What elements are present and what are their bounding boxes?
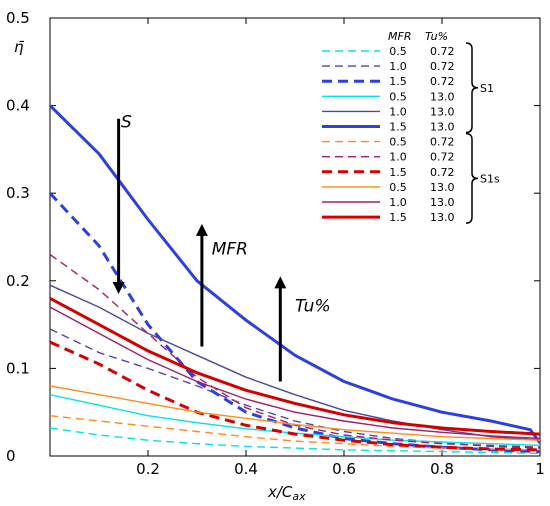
series-line-8 [49, 340, 541, 452]
legend-mfr-value: 0.5 [389, 181, 407, 194]
x-axis-title: x/Cax [267, 483, 306, 503]
annotation-label: Tu% [295, 296, 331, 316]
annotation-arrow-head [195, 223, 208, 236]
legend-tu-value: 13.0 [430, 196, 455, 209]
legend-mfr-value: 1.0 [389, 60, 407, 73]
legend-tu-value: 0.72 [430, 75, 455, 88]
x-tick-label: 1 [535, 460, 545, 478]
plot-frame [49, 17, 541, 457]
y-tick-label: 0.1 [6, 359, 30, 377]
series-line-7 [49, 253, 541, 448]
annotation-label: MFR [212, 240, 248, 260]
legend-mfr-value: 0.5 [389, 45, 407, 58]
y-axis-title: η̄ [14, 38, 25, 56]
legend-tu-value: 13.0 [430, 181, 455, 194]
x-tick-label: 0.4 [234, 460, 258, 478]
legend-tu-value: 13.0 [430, 105, 455, 118]
legend-group-brace [465, 42, 479, 134]
y-tick-label: 0 [6, 447, 16, 465]
legend-group-brace [465, 132, 479, 224]
legend-mfr-value: 0.5 [389, 136, 407, 149]
x-tick-label: 0.2 [136, 460, 160, 478]
y-tick-label: 0.5 [6, 9, 30, 27]
legend-mfr-value: 0.5 [389, 90, 407, 103]
series-line-10 [49, 306, 541, 440]
x-tick-label: 0.8 [430, 460, 454, 478]
series-line-6 [49, 415, 541, 451]
series-line-9 [49, 385, 541, 441]
legend-mfr-value: 1.5 [389, 75, 407, 88]
legend-tu-value: 13.0 [430, 90, 455, 103]
annotation-label: S [121, 113, 132, 133]
x-axis-title-main: x/C [267, 483, 293, 501]
legend-mfr-value: 1.5 [389, 121, 407, 134]
series-line-0 [49, 427, 541, 455]
legend-mfr-value: 1.5 [389, 166, 407, 179]
legend-header-mfr: MFR [388, 30, 411, 43]
series-line-5 [48, 104, 542, 444]
y-tick-label: 0.3 [6, 184, 30, 202]
legend-tu-value: 0.72 [430, 60, 455, 73]
series-line-1 [49, 328, 541, 449]
legend-tu-value: 13.0 [430, 121, 455, 134]
legend-tu-value: 0.72 [430, 136, 455, 149]
legend-tu-value: 0.72 [430, 45, 455, 58]
annotation-arrow-head [112, 281, 125, 294]
legend-mfr-value: 1.5 [389, 211, 407, 224]
series-line-4 [49, 284, 541, 441]
legend-tu-value: 13.0 [430, 211, 455, 224]
legend-mfr-value: 1.0 [389, 151, 407, 164]
x-tick-label: 0.6 [332, 460, 356, 478]
legend-group-label: S1s [480, 172, 500, 185]
y-tick-label: 0.4 [6, 97, 30, 115]
annotation-arrow-head [274, 276, 287, 289]
legend-header-tu: Tu% [425, 30, 448, 43]
legend-group-label: S1 [480, 82, 494, 95]
legend-tu-value: 0.72 [430, 166, 455, 179]
legend-mfr-value: 1.0 [389, 105, 407, 118]
y-tick-label: 0.2 [6, 272, 30, 290]
legend-tu-value: 0.72 [430, 151, 455, 164]
legend-mfr-value: 1.0 [389, 196, 407, 209]
series-line-11 [49, 296, 541, 436]
x-axis-title-sub: ax [292, 490, 306, 503]
